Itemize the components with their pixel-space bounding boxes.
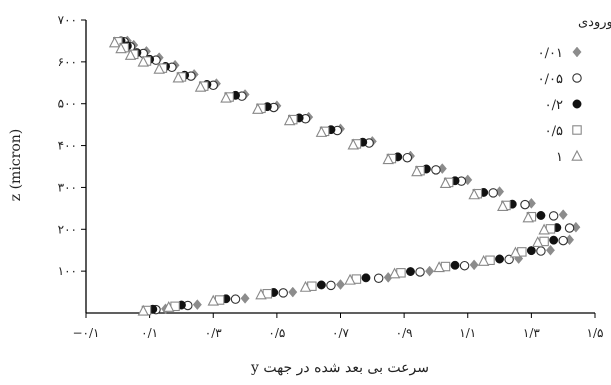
- legend: سرعت ورودی ۰/۰۱ ۰/۰۵ ۰/۲ ۰/۵ ۱: [538, 15, 611, 165]
- y-axis-label: z (micron): [8, 129, 24, 201]
- data-point: [439, 177, 452, 188]
- data-point: [288, 286, 298, 298]
- data-point: [459, 260, 470, 271]
- data-point: [252, 102, 264, 114]
- data-point: [382, 153, 394, 165]
- series-2: [119, 37, 575, 315]
- legend-label: ۰/۲: [545, 98, 563, 113]
- y-tick-label: ۱۰۰: [58, 264, 77, 278]
- data-point: [315, 125, 328, 137]
- legend-marker: [572, 125, 582, 135]
- data-point: [115, 42, 127, 54]
- data-point: [415, 267, 425, 277]
- data-point: [240, 292, 250, 304]
- data-point: [468, 188, 480, 200]
- x-tick-label: ۰/۷: [332, 326, 349, 340]
- data-point: [402, 152, 413, 163]
- x-tick-label: ۰/۹: [396, 326, 413, 340]
- data-point: [522, 211, 534, 223]
- data-point: [477, 254, 490, 266]
- y-tick-label: ۷۰۰: [58, 13, 77, 27]
- y-tick-label: ۵۰۰: [58, 97, 77, 111]
- legend-label: ۰/۰۱: [538, 46, 563, 61]
- data-point: [549, 235, 559, 245]
- legend-label: ۰/۰۵: [538, 72, 563, 87]
- data-point: [172, 71, 184, 83]
- data-point: [278, 288, 288, 298]
- data-point: [108, 36, 121, 48]
- data-point: [347, 138, 359, 150]
- data-point: [431, 165, 441, 175]
- x-tick-label: ۰/۳: [205, 326, 222, 340]
- data-point: [411, 165, 423, 177]
- data-point: [124, 48, 137, 60]
- x-tick-label: ۰/۱: [141, 326, 158, 340]
- legend-marker: [572, 73, 582, 83]
- x-tick-label: ۱/۳: [523, 326, 540, 340]
- data-point: [450, 260, 460, 270]
- data-point: [207, 294, 219, 306]
- data-point: [545, 244, 555, 256]
- data-point: [495, 254, 505, 264]
- data-point: [532, 236, 544, 248]
- data-point: [153, 62, 165, 74]
- data-point: [316, 280, 326, 290]
- y-tick-label: ۶۰۰: [58, 55, 77, 69]
- data-point: [469, 259, 479, 271]
- x-axis-label: سرعت بی بعد شده در جهت y: [250, 360, 429, 376]
- y-tick-label: ۴۰۰: [58, 139, 77, 153]
- axes: −۰/۱ ۰/۱ ۰/۳ ۰/۵ ۰/۷ ۰/۹ ۱/۱ ۱/۳ ۱/۵ ۱۰۰ ۲۰۰ ۳۰۰ ۴۰۰…: [58, 13, 604, 340]
- x-tick-label: ۱/۱: [459, 326, 476, 340]
- data-point: [564, 223, 575, 233]
- data-point: [548, 211, 559, 221]
- x-tick-label: ۱/۵: [587, 326, 604, 340]
- x-tick-label: ۰/۵: [268, 326, 285, 340]
- data-point: [425, 265, 435, 277]
- legend-label: ۱: [556, 150, 563, 165]
- data-point: [344, 273, 356, 285]
- data-point: [137, 304, 149, 316]
- y-tick-label: ۲۰۰: [58, 222, 77, 236]
- data-point: [220, 91, 232, 103]
- legend-marker: [572, 46, 582, 58]
- data-point: [433, 261, 445, 273]
- data-point: [488, 188, 498, 198]
- data-point: [361, 273, 371, 283]
- legend-marker: [571, 149, 583, 161]
- data-point: [538, 223, 550, 235]
- data-point: [536, 246, 546, 256]
- data-point: [255, 288, 267, 300]
- data-point: [520, 199, 530, 210]
- data-point: [137, 55, 149, 67]
- x-tick-label: −۰/۱: [73, 326, 100, 340]
- data-point: [536, 211, 546, 220]
- data-points: [108, 35, 581, 316]
- data-point: [406, 267, 415, 277]
- data-point: [326, 280, 336, 291]
- series-5: [108, 36, 550, 316]
- data-point: [388, 267, 401, 279]
- data-point: [373, 273, 384, 284]
- data-point: [163, 300, 175, 312]
- data-point: [558, 209, 568, 221]
- data-point: [230, 294, 241, 304]
- legend-title: سرعت ورودی: [578, 15, 611, 30]
- data-point: [194, 80, 207, 92]
- data-point: [283, 114, 296, 126]
- data-point: [192, 299, 202, 311]
- data-point: [526, 246, 536, 256]
- data-point: [558, 235, 568, 246]
- data-point: [299, 280, 312, 292]
- data-point: [509, 246, 522, 258]
- data-point: [335, 279, 346, 290]
- legend-marker: [572, 99, 582, 109]
- y-tick-label: ۳۰۰: [58, 180, 77, 194]
- data-point: [497, 200, 509, 212]
- legend-label: ۰/۵: [545, 124, 563, 139]
